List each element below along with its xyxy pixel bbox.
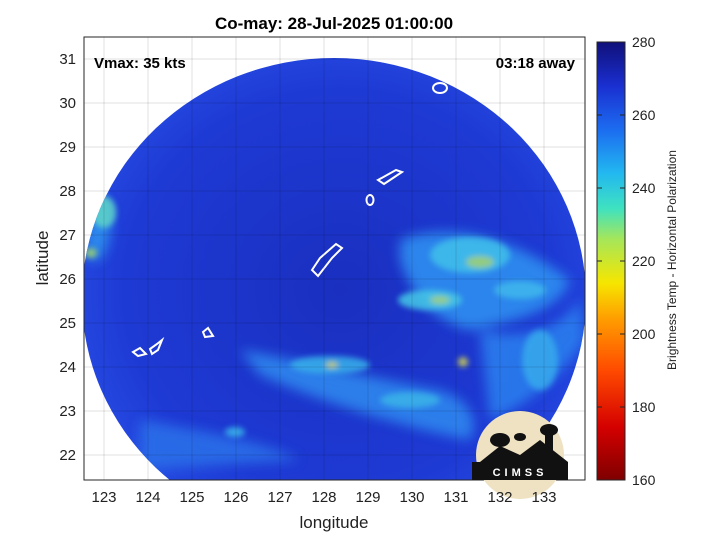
y-tick-label: 29 xyxy=(59,139,76,156)
y-tick-label: 28 xyxy=(59,183,76,200)
y-axis: 31 30 29 28 27 26 25 24 23 22 latitude xyxy=(33,51,76,464)
x-tick-label: 132 xyxy=(487,489,512,506)
y-tick-label: 26 xyxy=(59,271,76,288)
x-tick-label: 125 xyxy=(179,489,204,506)
y-tick-label: 27 xyxy=(59,227,76,244)
colorbar-tick-label: 260 xyxy=(632,107,656,123)
y-tick-label: 30 xyxy=(59,95,76,112)
y-tick-label: 22 xyxy=(59,447,76,464)
colorbar-tick-label: 280 xyxy=(632,34,656,50)
colorbar-label: Brightness Temp - Horizontal Polarizatio… xyxy=(665,150,679,370)
x-tick-label: 126 xyxy=(223,489,248,506)
x-axis: 123 124 125 126 127 128 129 130 131 132 … xyxy=(91,489,556,532)
y-tick-label: 24 xyxy=(59,359,76,376)
vmax-annotation: Vmax: 35 kts xyxy=(94,55,186,72)
plot-area: Vmax: 35 kts 03:18 away CIMSS xyxy=(83,36,586,499)
x-tick-label: 131 xyxy=(443,489,468,506)
x-tick-label: 124 xyxy=(135,489,160,506)
colorbar-tick-label: 160 xyxy=(632,472,656,488)
y-tick-label: 23 xyxy=(59,403,76,420)
colorbar-tick-label: 200 xyxy=(632,326,656,342)
colorbar: 280 260 240 220 200 180 160 Brightness T… xyxy=(596,34,679,488)
x-axis-label: longitude xyxy=(299,513,368,532)
x-tick-label: 129 xyxy=(355,489,380,506)
x-tick-label: 123 xyxy=(91,489,116,506)
x-tick-label: 128 xyxy=(311,489,336,506)
x-tick-label: 133 xyxy=(531,489,556,506)
plot-frame xyxy=(83,36,586,481)
y-tick-label: 31 xyxy=(59,51,76,68)
colorbar-tick-label: 240 xyxy=(632,180,656,196)
grid-lines xyxy=(84,37,585,480)
time-away-annotation: 03:18 away xyxy=(496,55,576,72)
x-tick-label: 127 xyxy=(267,489,292,506)
cimss-logo-text: CIMSS xyxy=(493,467,548,479)
y-axis-label: latitude xyxy=(33,231,52,286)
cimss-logo: CIMSS xyxy=(472,411,568,499)
brightness-swath xyxy=(84,58,585,480)
colorbar-tick-label: 220 xyxy=(632,253,656,269)
colorbar-tick-label: 180 xyxy=(632,399,656,415)
y-tick-label: 25 xyxy=(59,315,76,332)
x-tick-label: 130 xyxy=(399,489,424,506)
figure-title: Co-may: 28-Jul-2025 01:00:00 xyxy=(215,14,453,33)
